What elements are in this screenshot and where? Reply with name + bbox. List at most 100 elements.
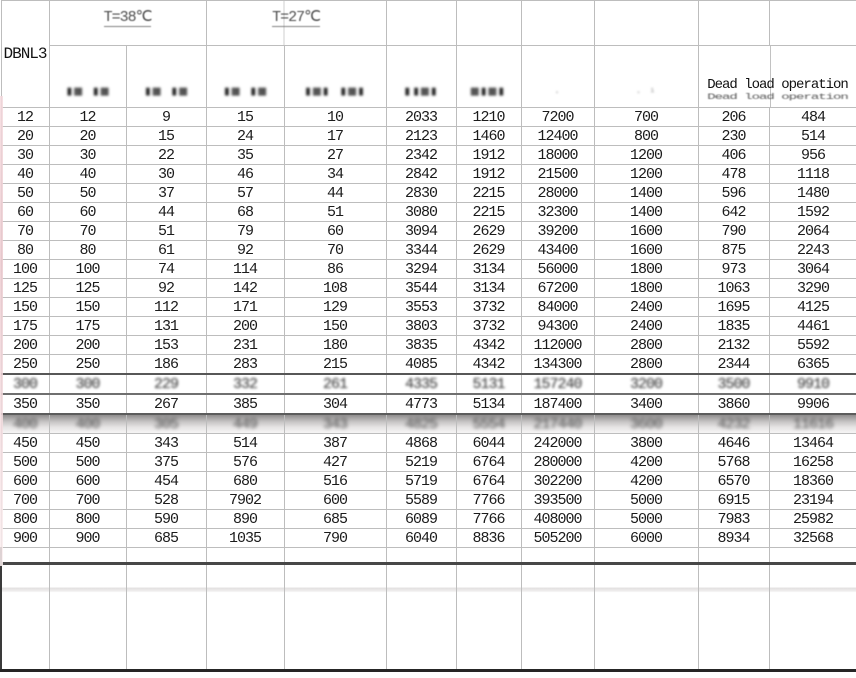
table-row: 70 70 51 79 60 3094 2629 39200 1600 790 2064 bbox=[0, 221, 856, 241]
cell: 2033 bbox=[385, 107, 457, 127]
table-row: 450 450 343 514 387 4868 6044 242000 3800 4646 134… bbox=[0, 433, 856, 453]
empty-cell bbox=[593, 593, 699, 672]
cell: 3134 bbox=[455, 278, 522, 298]
table-row: 250 250 186 283 215 4085 4342 134300 2800 2344 636… bbox=[0, 354, 856, 375]
cell: 2629 bbox=[455, 221, 522, 241]
cell: 2243 bbox=[768, 240, 856, 260]
cell: 100 bbox=[0, 259, 50, 279]
empty-cell bbox=[0, 593, 50, 672]
header-blank-cell bbox=[455, 0, 522, 46]
cell: 900 bbox=[48, 528, 127, 548]
cell: 35 bbox=[205, 145, 285, 165]
cell: 6915 bbox=[697, 490, 770, 510]
cell: 304 bbox=[283, 393, 387, 415]
cell: 4232 bbox=[697, 413, 770, 434]
cell: 70 bbox=[48, 221, 127, 241]
cell: 6044 bbox=[455, 433, 522, 453]
cell: 385 bbox=[205, 393, 285, 415]
cell: 12 bbox=[48, 107, 127, 127]
cell: 92 bbox=[125, 278, 207, 298]
cell: 114 bbox=[205, 259, 285, 279]
cell: 4200 bbox=[593, 452, 699, 472]
empty-cell bbox=[125, 563, 207, 594]
cell: 40 bbox=[48, 164, 127, 184]
cell: 80 bbox=[48, 240, 127, 260]
cell: 112000 bbox=[520, 335, 595, 355]
cell: 973 bbox=[697, 259, 770, 279]
cell: 600 bbox=[48, 471, 127, 491]
empty-cell bbox=[520, 547, 595, 565]
empty-cell bbox=[283, 563, 387, 594]
cell: 3600 bbox=[593, 413, 699, 434]
cell: 30 bbox=[48, 145, 127, 165]
cell: 9906 bbox=[768, 393, 856, 415]
header-blank-cell bbox=[697, 0, 770, 46]
cell: 350 bbox=[0, 393, 50, 415]
cell: 46 bbox=[205, 164, 285, 184]
cell: 400 bbox=[48, 413, 127, 434]
cell: 685 bbox=[283, 509, 387, 529]
cell: 43400 bbox=[520, 240, 595, 260]
cell: 4335 bbox=[385, 373, 457, 395]
cell: 5219 bbox=[385, 452, 457, 472]
cell: 261 bbox=[283, 373, 387, 395]
table-row: 30 30 22 35 27 2342 1912 18000 1200 406 956 bbox=[0, 145, 856, 165]
cell: 375 bbox=[125, 452, 207, 472]
cell: 125 bbox=[48, 278, 127, 298]
cell: 7983 bbox=[697, 509, 770, 529]
cell: 5768 bbox=[697, 452, 770, 472]
cell: 890 bbox=[205, 509, 285, 529]
cell: 332 bbox=[205, 373, 285, 395]
cell: 800 bbox=[0, 509, 50, 529]
cell: 2123 bbox=[385, 126, 457, 146]
cell: 267 bbox=[125, 393, 207, 415]
col-header-cell: ▮▮▦▮ bbox=[385, 45, 457, 108]
cell: 1200 bbox=[593, 145, 699, 165]
cell: 171 bbox=[205, 297, 285, 317]
col-header-cell: ▦▮▦▮ bbox=[455, 45, 522, 108]
cell: 3064 bbox=[768, 259, 856, 279]
col-header-smudge: ▮▦▮ ▮▦▮ bbox=[304, 84, 366, 99]
cell: 3803 bbox=[385, 316, 457, 336]
cell: 1695 bbox=[697, 297, 770, 317]
cell: 131 bbox=[125, 316, 207, 336]
table-row: 300 300 229 332 261 4335 5131 157240 3200 3500 991… bbox=[0, 373, 856, 395]
empty-cell bbox=[697, 563, 770, 594]
empty-cell bbox=[768, 563, 856, 594]
cell: 3800 bbox=[593, 433, 699, 453]
cell: 790 bbox=[283, 528, 387, 548]
empty-row bbox=[0, 593, 856, 672]
cell: 642 bbox=[697, 202, 770, 222]
temp-left-label: T=38℃ bbox=[103, 9, 152, 27]
cell: 3080 bbox=[385, 202, 457, 222]
cell: 200 bbox=[48, 335, 127, 355]
cell: 16258 bbox=[768, 452, 856, 472]
empty-cell bbox=[385, 547, 457, 565]
cell: 79 bbox=[205, 221, 285, 241]
col-header-smudge: ∙ ¹ bbox=[635, 88, 657, 99]
cell: 187400 bbox=[520, 393, 595, 415]
cell: 9 bbox=[125, 107, 207, 127]
cell: 680 bbox=[205, 471, 285, 491]
cell: 3860 bbox=[697, 393, 770, 415]
cell: 1063 bbox=[697, 278, 770, 298]
cell: 5554 bbox=[455, 413, 522, 434]
cell: 70 bbox=[283, 240, 387, 260]
empty-cell bbox=[385, 593, 457, 672]
cell: 4200 bbox=[593, 471, 699, 491]
header-row-columns: ▮▦ ▮▦ ▮▦ ▮▦ ▮▦ ▮▦ ▮▦▮ ▮▦▮ ▮▮▦▮ ▦▮▦▮ bbox=[1, 45, 856, 108]
header-row-temps: DBNL3 T=38℃ T=27℃ bbox=[0, 0, 856, 108]
cell: 1800 bbox=[593, 259, 699, 279]
col-header-smudge: ▮▦ ▮▦ bbox=[143, 84, 189, 99]
cell: 200 bbox=[205, 316, 285, 336]
cell: 343 bbox=[125, 433, 207, 453]
cell: 1592 bbox=[768, 202, 856, 222]
cell: 12 bbox=[0, 107, 50, 127]
empty-cell bbox=[125, 593, 207, 672]
temp-right-label: T=27℃ bbox=[272, 9, 321, 27]
cell: 92 bbox=[205, 240, 285, 260]
cell: 4342 bbox=[455, 335, 522, 355]
empty-cell bbox=[768, 593, 856, 672]
cell: 3553 bbox=[385, 297, 457, 317]
